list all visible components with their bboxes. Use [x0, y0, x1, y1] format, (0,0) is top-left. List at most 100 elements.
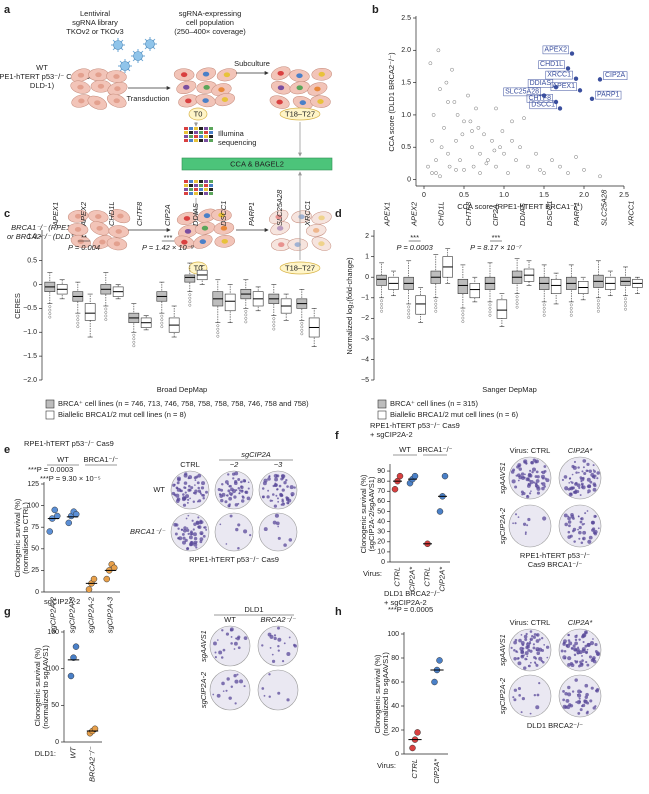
outlier [380, 302, 383, 306]
colony [540, 471, 543, 474]
colony [532, 643, 535, 646]
x-tick-label: 1.0 [499, 192, 509, 199]
colony [524, 651, 529, 656]
colony [571, 481, 574, 484]
colony [541, 482, 546, 486]
nucleus [95, 214, 102, 219]
colony [283, 502, 285, 505]
nucleus [95, 72, 102, 78]
point [526, 164, 530, 169]
colony [182, 540, 186, 545]
colony [576, 693, 579, 696]
colony [194, 479, 197, 481]
plate [508, 504, 552, 548]
point [534, 151, 538, 156]
colony [277, 644, 280, 648]
x-tick-label: sgCIP2A-2 [86, 596, 95, 633]
colony [582, 536, 586, 541]
timepoint [188, 107, 208, 121]
point [446, 151, 450, 156]
y-tick-label: 30 [377, 529, 385, 536]
colony [564, 692, 568, 696]
p-value: P = 1.42 × 10⁻⁹ [142, 243, 194, 252]
panel-label: g [4, 606, 11, 618]
nucleus [74, 213, 82, 219]
replicate [409, 744, 416, 752]
colony [274, 483, 278, 487]
colony [585, 651, 588, 655]
x-tick-label: WT [68, 746, 77, 759]
gene-label: CIP2A [491, 204, 500, 226]
panel-label: d [335, 208, 342, 220]
gene-label-box [542, 45, 569, 55]
colony [582, 530, 587, 535]
colony [535, 639, 540, 643]
plate-row: sgCIP2A-2 [498, 507, 507, 544]
legend-label: Biallelic BRCA1/2 mut cell lines (n = 6) [390, 410, 519, 419]
plate [508, 674, 552, 718]
y-tick-label: 50 [377, 508, 385, 515]
colony [286, 496, 290, 501]
colony [577, 712, 581, 715]
colony [266, 495, 270, 499]
box [376, 274, 387, 286]
colony [230, 685, 234, 688]
point [492, 148, 497, 153]
chart-title: RPE1-hTERT p53⁻/⁻ Cas9 [24, 439, 114, 448]
outlier [188, 300, 192, 304]
y-tick-label: −1.0 [23, 329, 37, 336]
colony [234, 702, 237, 705]
colony [581, 659, 584, 662]
colony [283, 481, 287, 485]
y-tick-label: 60 [391, 679, 399, 686]
colony [212, 693, 215, 696]
colony [576, 660, 579, 663]
p-value: ***P = 9.30 × 10⁻⁵ [40, 474, 101, 483]
point [446, 100, 450, 104]
colony [520, 634, 523, 636]
plate-group: sgCIP2A [241, 450, 271, 459]
outlier [624, 297, 627, 301]
colony [576, 647, 580, 652]
point [431, 113, 436, 117]
outlier [596, 309, 600, 313]
colony [225, 543, 228, 545]
colony [517, 479, 520, 482]
read [209, 135, 213, 138]
colony [277, 691, 281, 695]
point [444, 80, 449, 85]
group-label: BRCA1⁻/⁻ [417, 445, 452, 454]
virus [120, 61, 130, 71]
colony [527, 517, 531, 522]
nucleus [77, 239, 85, 244]
outlier [461, 316, 465, 320]
colony [228, 503, 231, 506]
colony [175, 523, 179, 527]
nucleus [94, 100, 101, 106]
x-tick-label: CTRL [392, 567, 401, 587]
colony [227, 473, 230, 476]
x-axis-label: CCA score (RPE1-hTERT BRCA1⁻/⁻) [457, 202, 583, 211]
colony [237, 486, 241, 490]
gene-label-box [503, 87, 541, 97]
x-tick-label: sgCIP2A-2 [48, 596, 57, 633]
nucleus [99, 239, 106, 245]
colony [261, 687, 265, 690]
y-tick-label: 2.5 [401, 15, 411, 22]
colony [569, 704, 574, 708]
colony [574, 638, 578, 642]
y-axis-label: Clonogenic survival (%) [13, 498, 22, 577]
replicate [436, 657, 443, 664]
colony [187, 488, 191, 492]
nucleus [183, 84, 190, 90]
point [574, 155, 578, 159]
nucleus [223, 72, 231, 78]
outlier [188, 293, 192, 297]
box [224, 293, 236, 312]
colony [536, 634, 539, 636]
point [447, 164, 452, 169]
read [209, 127, 213, 130]
read [184, 131, 188, 134]
nucleus [201, 225, 209, 231]
colony [577, 466, 580, 469]
